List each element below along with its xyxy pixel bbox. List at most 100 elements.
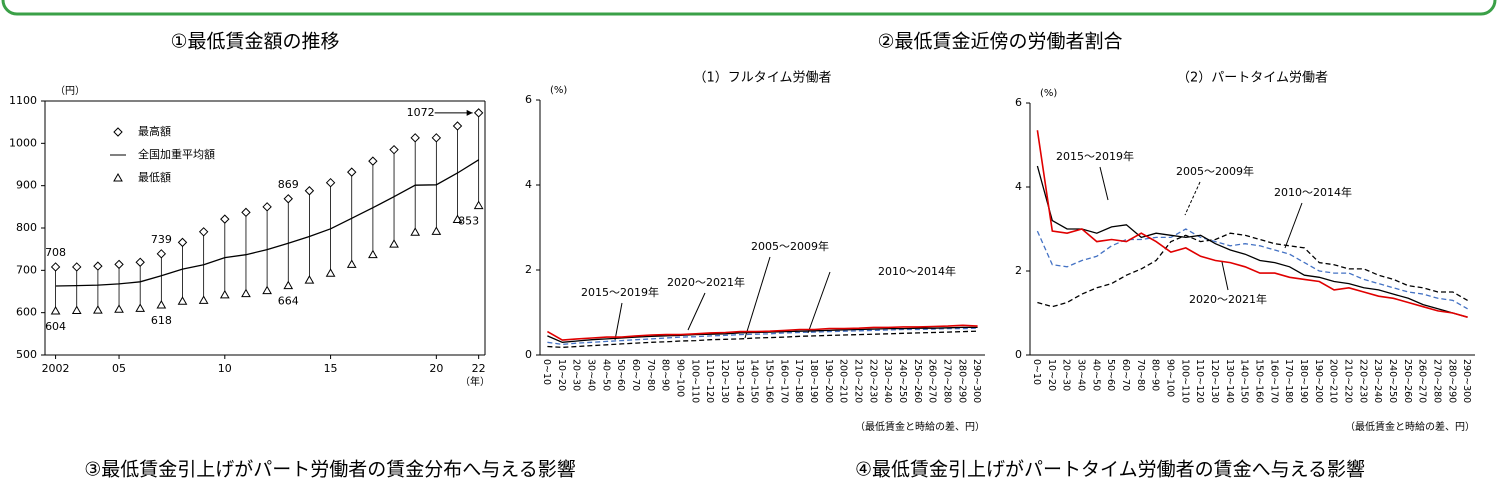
- x-tick-label: 220~230: [1357, 359, 1368, 403]
- x-tick-label: 20: [429, 362, 443, 375]
- x-tick-label: 180~190: [808, 359, 819, 403]
- point: [72, 262, 82, 272]
- x-tick-label: 150~160: [763, 359, 774, 403]
- x-tick-label: 0~10: [1031, 359, 1042, 385]
- point: [368, 249, 378, 259]
- point: [219, 289, 230, 299]
- y-tick-label: 2: [525, 263, 532, 276]
- leader-line: [807, 271, 831, 334]
- series-annotation: 2010～2014年: [878, 264, 956, 278]
- y-tick-label: 1100: [9, 94, 37, 107]
- y-tick-label: 800: [16, 221, 37, 234]
- series-line: [547, 326, 978, 343]
- series-line: [1037, 232, 1468, 308]
- point: [473, 108, 484, 118]
- point: [50, 262, 61, 272]
- chart-title: （1）フルタイム労働者: [693, 71, 831, 86]
- series-line: [55, 159, 480, 287]
- x-tick-label: 250~260: [1402, 359, 1413, 403]
- x-tick-label: 280~290: [956, 359, 967, 403]
- data-label: 853: [458, 215, 479, 228]
- point: [177, 237, 188, 248]
- data-label: 708: [45, 246, 66, 259]
- y-tick-label: 0: [1015, 348, 1022, 361]
- x-tick-label: 200~210: [838, 359, 849, 403]
- series-annotation: 2005～2009年: [751, 239, 829, 253]
- arrow-head: [466, 109, 473, 116]
- x-tick-label: 250~260: [912, 359, 923, 403]
- x-tick-label: 130~140: [1224, 359, 1235, 403]
- x-tick-label: 2002: [42, 362, 70, 375]
- y-tick-label: 500: [16, 348, 37, 361]
- point: [452, 214, 463, 224]
- x-tick-label: 170~180: [1283, 359, 1294, 403]
- point: [198, 227, 209, 237]
- x-tick-label: 160~170: [1268, 359, 1279, 403]
- x-tick-label: 22: [472, 362, 486, 375]
- x-tick-label: 260~270: [1417, 359, 1428, 403]
- point: [241, 288, 251, 298]
- x-tick-label: 90~100: [1164, 359, 1175, 397]
- point: [177, 296, 188, 305]
- leader-line: [744, 256, 771, 339]
- x-tick-label: 50~60: [615, 359, 626, 391]
- x-tick-label: 0~10: [541, 359, 552, 385]
- data-label: 739: [151, 233, 172, 246]
- x-tick-label: 50~60: [1105, 359, 1116, 391]
- x-tick-label: 100~110: [689, 359, 700, 403]
- x-tick-label: 10~20: [1046, 359, 1057, 391]
- point: [368, 156, 378, 166]
- x-tick-label: 15: [324, 362, 338, 375]
- x-tick-label: 200~210: [1328, 359, 1339, 403]
- chart-title: （2）パートタイム労働者: [1177, 71, 1328, 86]
- heading: ④最低賃金引上げがパートタイム労働者の賃金へ与える影響: [855, 459, 1365, 481]
- point: [156, 300, 167, 309]
- point: [198, 295, 209, 304]
- x-unit: （最低賃金と時給の差、円）: [1345, 420, 1475, 433]
- heading: ③最低賃金引上げがパート労働者の賃金分布へ与える影響: [84, 459, 575, 481]
- legend-label: 最高額: [138, 124, 171, 138]
- x-tick-label: 110~120: [1194, 359, 1205, 403]
- x-tick-label: 30~40: [1075, 359, 1086, 391]
- point: [135, 257, 145, 267]
- x-tick-label: 220~230: [867, 359, 878, 403]
- x-tick-label: 20~30: [1061, 359, 1072, 391]
- x-tick-label: 240~250: [1387, 359, 1398, 403]
- x-unit: （最低賃金と時給の差、円）: [855, 420, 985, 433]
- x-tick-label: 60~70: [1120, 359, 1131, 391]
- x-tick-label: 180~190: [1298, 359, 1309, 403]
- legend-label: 全国加重平均額: [138, 147, 215, 161]
- x-tick-label: 05: [112, 362, 126, 375]
- x-tick-label: 240~250: [897, 359, 908, 403]
- x-tick-label: 70~80: [1135, 359, 1146, 391]
- x-tick-label: 70~80: [645, 359, 656, 391]
- y-tick-label: 2: [1015, 264, 1022, 277]
- point: [93, 261, 103, 271]
- y-tick-label: 0: [525, 348, 532, 361]
- x-tick-label: 100~110: [1179, 359, 1190, 403]
- x-tick-label: 20~30: [571, 359, 582, 391]
- leader-line: [1221, 261, 1229, 291]
- data-label: 604: [45, 320, 66, 333]
- point: [325, 268, 336, 277]
- x-tick-label: 170~180: [793, 359, 804, 403]
- series-line: [1036, 228, 1468, 310]
- point: [346, 259, 357, 268]
- x-tick-label: 270~280: [941, 359, 952, 403]
- series-annotation: 2015～2019年: [1056, 149, 1134, 163]
- leader-line: [1184, 181, 1201, 216]
- point: [389, 144, 399, 155]
- series-line: [547, 330, 978, 349]
- y-tick-label: 4: [1015, 180, 1022, 193]
- series-line: [1036, 165, 1468, 318]
- series-line: [547, 327, 978, 346]
- data-label: 869: [278, 178, 299, 191]
- leader-line: [1284, 202, 1303, 249]
- heading: ②最低賃金近傍の労働者割合: [877, 31, 1122, 53]
- y-tick-label: 600: [16, 306, 37, 319]
- x-tick-label: 120~130: [1209, 359, 1220, 403]
- x-tick-label: 280~290: [1446, 359, 1457, 403]
- x-tick-label: 260~270: [927, 359, 938, 403]
- point: [431, 226, 442, 235]
- x-tick-label: 130~140: [734, 359, 745, 403]
